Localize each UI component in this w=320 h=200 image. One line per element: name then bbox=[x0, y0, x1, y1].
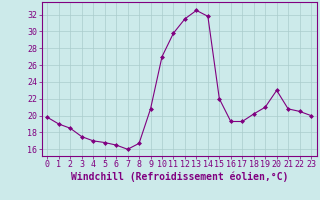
X-axis label: Windchill (Refroidissement éolien,°C): Windchill (Refroidissement éolien,°C) bbox=[70, 172, 288, 182]
